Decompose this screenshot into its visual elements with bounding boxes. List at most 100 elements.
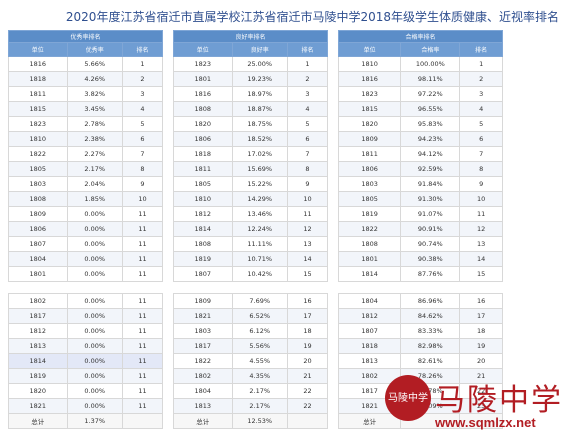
table-cell: 90.38%	[400, 251, 461, 267]
table-cell: 1814	[173, 221, 233, 237]
table-cell: 94.23%	[400, 131, 461, 147]
table-cell: 17	[459, 308, 503, 324]
table-cell: 9	[459, 176, 503, 192]
table-cell: 1810	[8, 131, 68, 147]
table-row: 1812 13.46% 11	[173, 206, 329, 222]
table-row: 1817 0.00% 11	[8, 308, 164, 324]
table-cell: 1814	[337, 266, 402, 282]
table-cell: 90.91%	[400, 221, 461, 237]
table-row: 1813 2.17% 22	[173, 398, 329, 414]
watermark-text: 马陵中学	[435, 383, 563, 418]
table-cell: 1823	[173, 56, 233, 72]
table-cell: 8	[121, 161, 164, 177]
table-cell: 6	[459, 131, 503, 147]
table-row: 1810 100.00% 1	[337, 56, 503, 72]
table-cell: 8	[459, 161, 503, 177]
table-cell: 1811	[173, 161, 233, 177]
table-cell: 1810	[337, 56, 402, 72]
table-cell: 1813	[337, 353, 402, 369]
table-cell: 3.45%	[66, 101, 123, 117]
table-header: 优秀率排名	[8, 30, 163, 43]
table-cell: 5	[121, 116, 164, 132]
table-cell: 11	[121, 368, 164, 384]
table-row: 1819 10.71% 14	[173, 251, 329, 267]
table-cell: 3	[459, 86, 503, 102]
column-header: 优秀率	[66, 42, 123, 57]
table-row: 1803 2.04% 9	[8, 176, 164, 192]
table-cell: 1816	[173, 86, 233, 102]
column-header: 排名	[459, 42, 503, 57]
table-row: 1803 6.12% 18	[173, 323, 329, 339]
table-row: 1809 94.23% 6	[337, 131, 503, 147]
table-cell: 1805	[173, 176, 233, 192]
table-cell: 1807	[337, 323, 402, 339]
table-cell: 8	[286, 161, 329, 177]
table-row: 1808 90.74% 13	[337, 236, 503, 252]
table-cell: 91.30%	[400, 191, 461, 207]
table-cell: 18.97%	[231, 86, 288, 102]
watermark: 马陵中学 马陵中学 www.sqmlzx.net	[385, 375, 567, 440]
table-cell: 11	[121, 293, 164, 309]
table-cell: 2	[286, 71, 329, 87]
table-cell: 1806	[173, 131, 233, 147]
table-cell: 13	[459, 236, 503, 252]
table-row: 1815 3.45% 4	[8, 101, 164, 117]
table-row: 1823 2.78% 5	[8, 116, 164, 132]
table-row: 1823 25.00% 1	[173, 56, 329, 72]
table-cell: 1809	[8, 206, 68, 222]
table-cell: 0.00%	[66, 353, 123, 369]
table-cell: 3.82%	[66, 86, 123, 102]
table-row: 1802 78.26% 21	[337, 368, 503, 384]
table-cell: 1812	[8, 323, 68, 339]
table-row: 1801 0.00% 11	[8, 266, 164, 282]
table-cell: 10.71%	[231, 251, 288, 267]
table-cell: 82.61%	[400, 353, 461, 369]
table-row: 1818 82.98% 19	[337, 338, 503, 354]
table-row: 1811 94.12% 7	[337, 146, 503, 162]
pass-rate-table-continued: 1804 86.96% 16 1812 84.62% 17 1807 83.33% 18 1818…	[337, 293, 503, 429]
table-row: 1813 82.61% 20	[337, 353, 503, 369]
total-cell	[286, 413, 329, 429]
table-cell: 90.74%	[400, 236, 461, 252]
table-cell: 91.07%	[400, 206, 461, 222]
table-row: 1804 86.96% 16	[337, 293, 503, 309]
column-header: 单位	[173, 42, 233, 57]
table-cell: 6.12%	[231, 323, 288, 339]
table-cell: 6	[121, 131, 164, 147]
table-row: 1814 0.00% 11	[8, 353, 164, 369]
table-cell: 5	[459, 116, 503, 132]
table-row: 1808 1.85% 10	[8, 191, 164, 207]
table-cell: 5.66%	[66, 56, 123, 72]
pass-rate-table: 合格率排名 单位 合格率 排名 1810 100.00% 1 1816 98.11% 2 1823 9…	[337, 30, 503, 282]
table-cell: 1	[459, 56, 503, 72]
table-row: 1802 0.00% 11	[8, 293, 164, 309]
table-cell: 1	[286, 56, 329, 72]
table-cell: 1818	[173, 146, 233, 162]
table-cell: 2.27%	[66, 146, 123, 162]
table-cell: 21	[286, 368, 329, 384]
table-cell: 100.00%	[400, 56, 461, 72]
table-cell: 1801	[337, 251, 402, 267]
table-cell: 11	[121, 251, 164, 267]
table-cell: 15	[286, 266, 329, 282]
table-cell: 11	[121, 308, 164, 324]
table-row: 1818 4.26% 2	[8, 71, 164, 87]
table-cell: 1819	[173, 251, 233, 267]
table-cell: 11	[121, 398, 164, 414]
table-cell: 87.76%	[400, 266, 461, 282]
table-cell: 1803	[173, 323, 233, 339]
table-row: 1819 91.07% 11	[337, 206, 503, 222]
table-cell: 1809	[173, 293, 233, 309]
table-cell: 0.00%	[66, 368, 123, 384]
table-cell: 1821	[8, 398, 68, 414]
table-cell: 11	[286, 206, 329, 222]
table-cell: 20	[459, 353, 503, 369]
table-cell: 91.84%	[400, 176, 461, 192]
table-row: 1804 2.17% 22	[173, 383, 329, 399]
table-cell: 5.56%	[231, 338, 288, 354]
total-cell: 总计	[173, 413, 233, 429]
table-cell: 10	[286, 191, 329, 207]
table-row: 1816 98.11% 2	[337, 71, 503, 87]
table-cell: 19	[459, 338, 503, 354]
column-header: 单位	[8, 42, 68, 57]
